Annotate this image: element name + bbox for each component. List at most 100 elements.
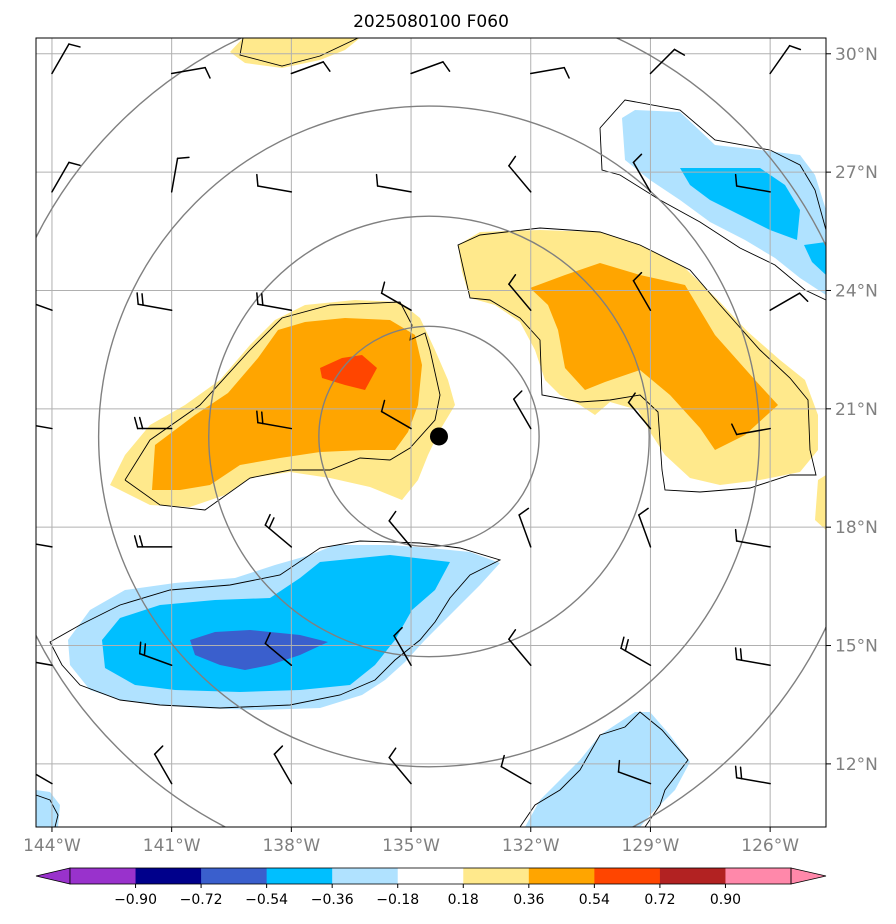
wind-barb <box>388 510 412 548</box>
lat-tick-label-4: 18°N <box>835 518 878 538</box>
wind-barb <box>769 44 802 75</box>
wind-barb <box>136 292 173 311</box>
wind-barb <box>734 647 771 667</box>
wind-barb <box>508 629 532 667</box>
wind-barb <box>138 641 173 667</box>
wind-barb <box>264 513 293 548</box>
wind-barb <box>518 507 532 548</box>
wind-barb <box>410 61 451 75</box>
colorbar-extend-max <box>790 867 827 885</box>
longitude-axis: 144°W 141°W 138°W 135°W 132°W 129°W 126°W <box>23 827 799 856</box>
wind-barb <box>649 48 686 75</box>
contour-line-west <box>124 301 441 511</box>
colorbar-label-4: −0.18 <box>376 892 419 908</box>
colorbar-label-1: −0.72 <box>180 892 223 908</box>
wind-barb <box>731 423 771 436</box>
wind-barb <box>264 632 293 667</box>
colorbar-label-8: 0.72 <box>644 892 675 908</box>
negative-anomaly-region-corner <box>36 790 60 827</box>
wind-barb <box>36 661 53 667</box>
wind-barb <box>256 173 293 193</box>
colorbar-segment-3 <box>266 868 333 884</box>
contour-line-southeast <box>519 711 689 827</box>
wind-barb <box>153 745 173 785</box>
wind-barb <box>620 636 652 667</box>
wind-barb <box>388 747 412 785</box>
map-title: 2025080100 F060 <box>353 12 509 32</box>
wind-barb <box>512 390 532 430</box>
lat-tick-label-3: 21°N <box>835 400 878 420</box>
colorbar-label-2: −0.54 <box>245 892 288 908</box>
contour-line-northeast <box>599 99 826 231</box>
colorbar-label-5: 0.18 <box>448 892 479 908</box>
lon-tick-label-2: 138°W <box>262 836 320 856</box>
colorbar-segment-9 <box>659 868 726 884</box>
wind-barb <box>638 507 652 548</box>
lon-tick-label-3: 135°W <box>382 836 440 856</box>
wind-barb <box>500 754 532 785</box>
colorbar-segment-10 <box>725 868 792 884</box>
wind-barb <box>508 274 532 311</box>
lat-tick-label-5: 15°N <box>835 637 878 657</box>
colorbar-segment-0 <box>70 868 137 884</box>
wind-barb <box>51 161 81 193</box>
colorbar-segment-5 <box>397 868 464 884</box>
wind-barb <box>734 173 771 193</box>
contour-lines <box>36 38 826 827</box>
colorbar-segment-8 <box>594 868 661 884</box>
wind-barb <box>769 292 809 311</box>
wind-barb <box>51 43 81 75</box>
lon-tick-label-4: 132°W <box>502 836 560 856</box>
strong-negative-region-edge <box>804 242 826 275</box>
wind-barb <box>734 528 771 548</box>
wind-barb <box>380 281 412 311</box>
wind-barb <box>617 759 652 785</box>
range-ring-2 <box>97 105 761 768</box>
wind-barb <box>632 271 652 311</box>
wind-barb <box>273 745 293 785</box>
wind-barb <box>375 173 412 193</box>
lat-tick-label-6: 12°N <box>835 755 878 775</box>
storm-center-marker <box>429 427 448 446</box>
lat-tick-label-0: 30°N <box>835 45 878 65</box>
wind-barb <box>393 626 412 667</box>
plot-frame <box>35 37 827 828</box>
wind-barb <box>627 392 652 430</box>
range-ring-0 <box>318 325 540 548</box>
lat-tick-label-1: 27°N <box>835 163 878 183</box>
wind-barb <box>380 399 412 430</box>
wind-barb <box>133 416 173 430</box>
colorbar-label-9: 0.90 <box>710 892 741 908</box>
wind-barb <box>632 153 652 193</box>
colorbar: −0.90 −0.72 −0.54 −0.36 −0.18 0.18 0.36 0.54 0.7… <box>35 867 827 908</box>
strong-anomaly-region-east <box>530 263 778 450</box>
wind-barb <box>290 61 331 75</box>
contour-line-north <box>239 38 359 67</box>
colorbar-segment-7 <box>528 868 595 884</box>
colorbar-frame <box>69 867 792 885</box>
wind-barb <box>256 410 293 430</box>
wind-barb <box>36 424 53 430</box>
lon-tick-label-6: 126°W <box>741 836 799 856</box>
colorbar-segment-4 <box>332 868 399 884</box>
filled-contours <box>36 38 826 827</box>
wind-barbs <box>36 43 809 785</box>
wind-barb <box>170 156 190 193</box>
colorbar-extend-min <box>35 867 71 885</box>
wind-barb <box>36 773 53 785</box>
wind-barb <box>170 66 211 79</box>
plot-area <box>36 38 826 827</box>
colorbar-segment-2 <box>201 868 268 884</box>
latitude-axis: 30°N 27°N 24°N 21°N 18°N 15°N 12°N <box>826 45 878 775</box>
lon-tick-label-1: 141°W <box>143 836 201 856</box>
wind-barb <box>133 535 173 548</box>
colorbar-label-0: −0.90 <box>114 892 157 908</box>
wind-barb <box>36 543 53 548</box>
contour-line-east <box>457 227 817 493</box>
colorbar-segment-6 <box>463 868 530 884</box>
colorbar-label-7: 0.54 <box>579 892 610 908</box>
wind-barb <box>508 155 532 193</box>
range-rings <box>36 38 826 827</box>
lon-tick-label-0: 144°W <box>23 836 81 856</box>
